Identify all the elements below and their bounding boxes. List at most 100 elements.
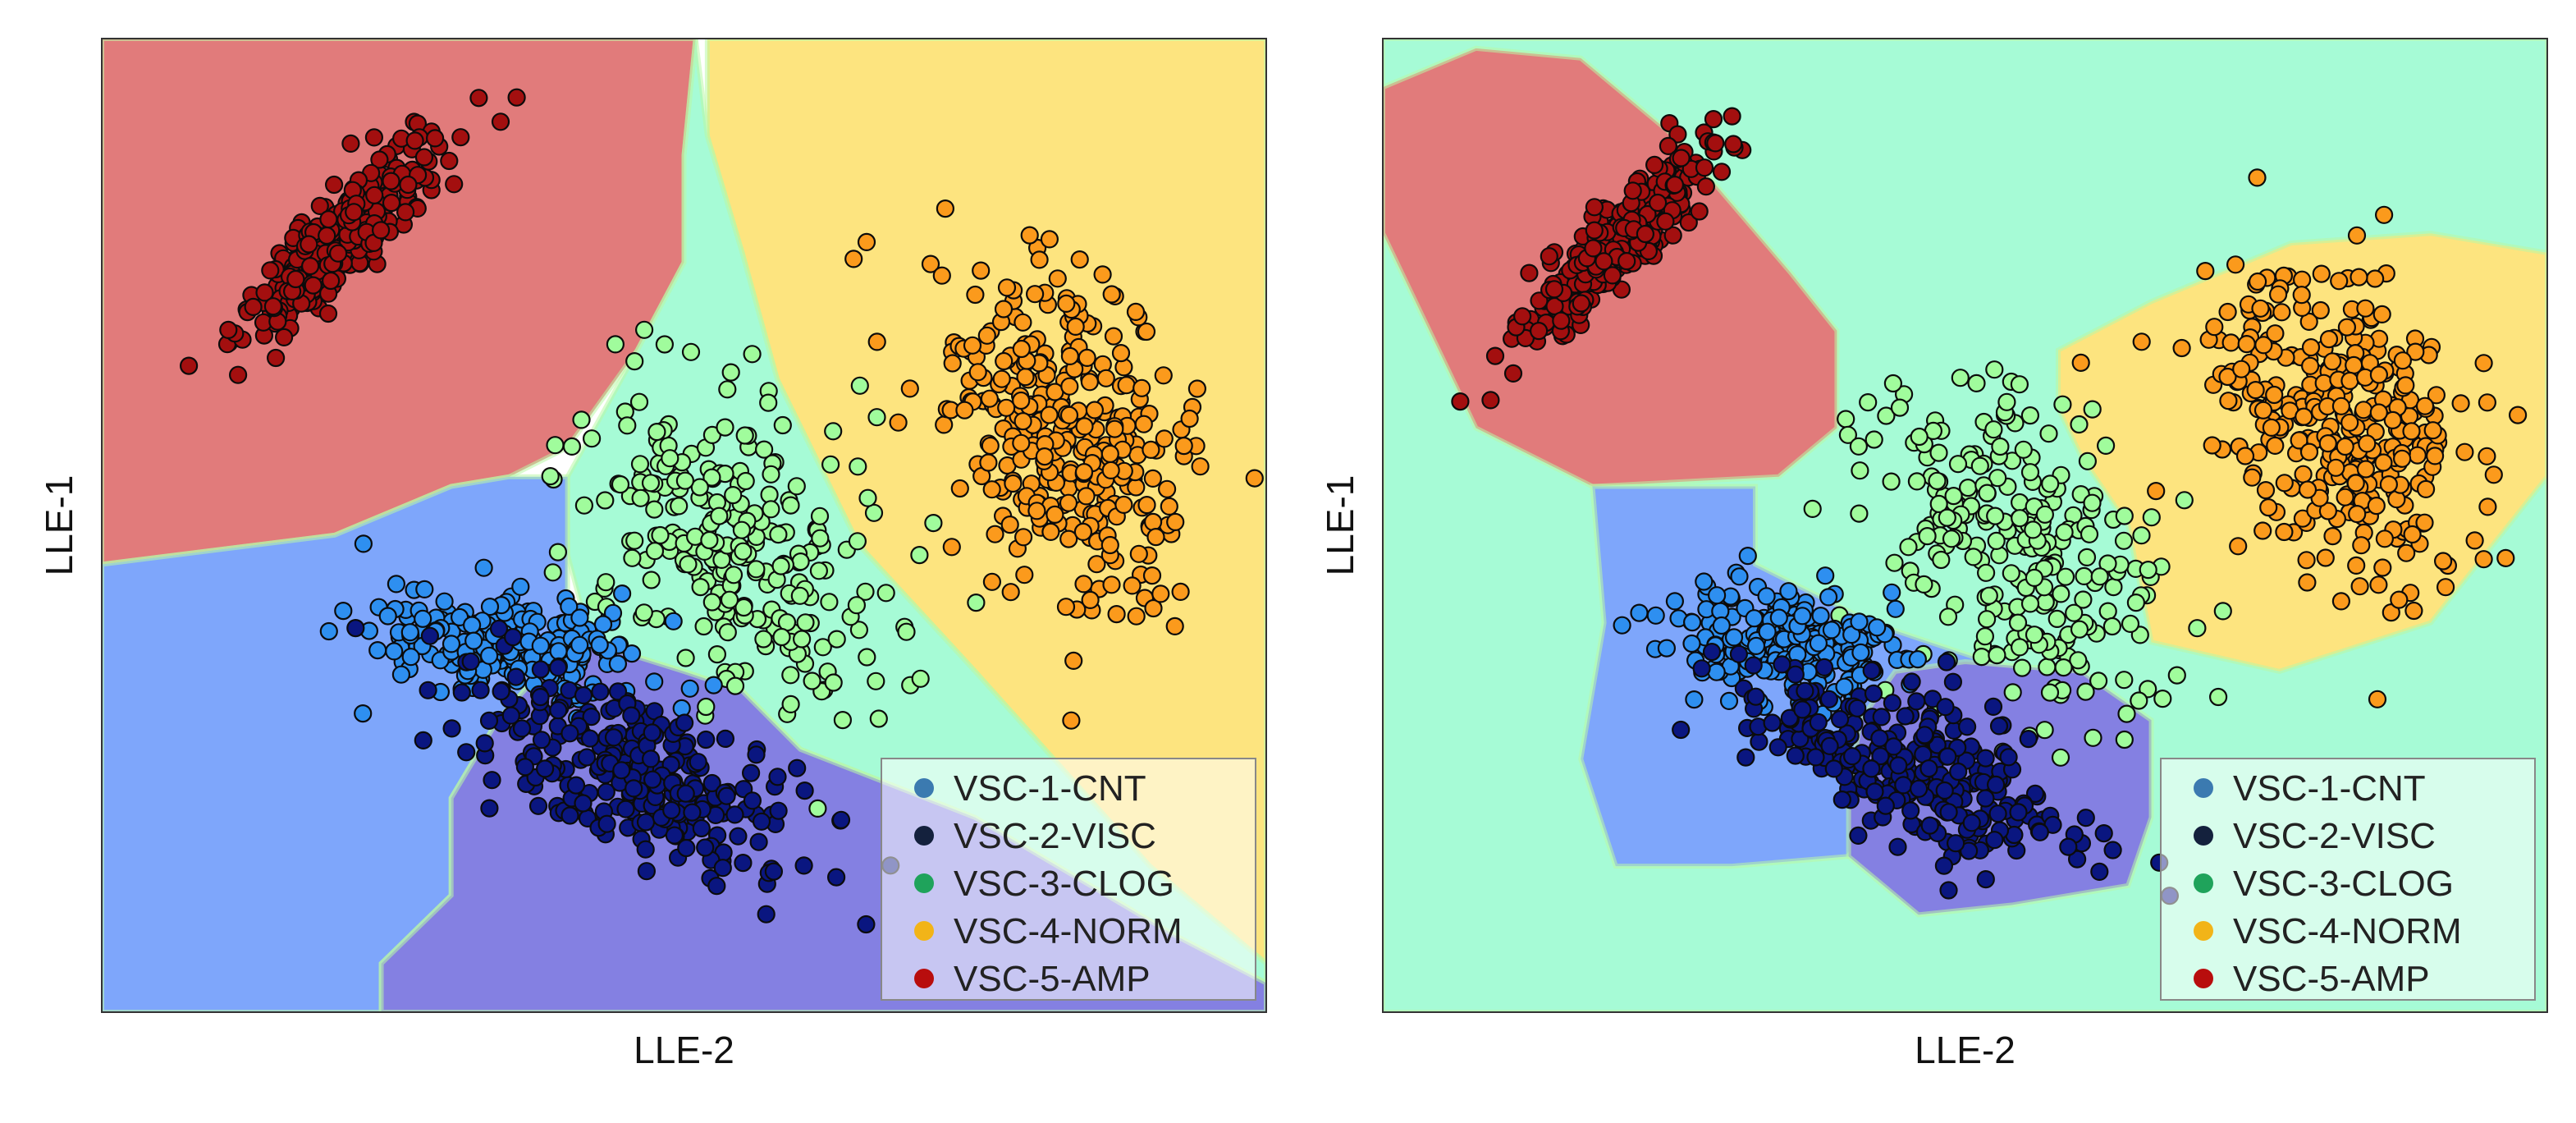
- point-norm: [1004, 474, 1023, 493]
- point-norm: [2375, 529, 2394, 548]
- point-visc: [713, 859, 732, 878]
- point-cnt: [1811, 606, 1830, 626]
- point-clog: [642, 571, 661, 589]
- point-clog: [670, 497, 689, 516]
- point-visc: [1947, 834, 1965, 853]
- point-amp: [318, 304, 338, 323]
- point-visc: [1949, 762, 1968, 782]
- point-norm: [1077, 487, 1096, 506]
- point-cnt: [1816, 566, 1835, 585]
- point-cnt: [1850, 612, 1869, 631]
- point-norm: [1001, 583, 1020, 602]
- point-amp: [1540, 247, 1558, 266]
- point-clog: [781, 694, 800, 714]
- point-norm: [2402, 422, 2421, 441]
- point-norm: [2221, 333, 2240, 352]
- point-clog: [2039, 424, 2058, 443]
- point-cnt: [1779, 582, 1798, 601]
- point-norm: [1157, 479, 1177, 498]
- point-norm: [992, 369, 1011, 388]
- point-cnt: [1822, 621, 1841, 639]
- point-norm: [1245, 469, 1264, 488]
- point-norm: [2336, 488, 2354, 506]
- point-visc: [471, 681, 490, 699]
- point-norm: [1064, 651, 1083, 671]
- point-norm: [2205, 318, 2224, 337]
- point-amp: [255, 283, 274, 302]
- point-norm: [1155, 429, 1174, 448]
- point-visc: [757, 905, 776, 924]
- point-clog: [771, 557, 790, 575]
- point-amp: [364, 128, 383, 147]
- point-norm: [986, 525, 1004, 543]
- point-visc: [1989, 717, 2009, 736]
- point-clog: [1991, 437, 2010, 456]
- point-cnt: [385, 642, 404, 661]
- point-norm: [1073, 522, 1093, 542]
- point-visc: [1919, 759, 1938, 778]
- point-amp: [1603, 266, 1622, 285]
- point-visc: [2076, 809, 2095, 827]
- point-cnt: [612, 584, 632, 603]
- point-cnt: [1868, 618, 1887, 637]
- point-visc: [1983, 697, 2003, 717]
- point-visc: [857, 914, 876, 934]
- point-cnt: [1708, 586, 1727, 605]
- point-visc: [1962, 814, 1981, 832]
- point-clog: [2038, 658, 2057, 676]
- point-cnt: [570, 635, 589, 654]
- point-amp: [1585, 221, 1604, 240]
- point-visc: [1985, 831, 2004, 850]
- point-clog: [2139, 560, 2157, 580]
- point-visc: [795, 781, 814, 800]
- legend-marker-amp: [914, 969, 934, 988]
- point-cnt: [1657, 639, 1677, 658]
- point-cnt: [645, 672, 664, 691]
- x-axis-label: LLE-2: [1915, 1029, 2016, 1071]
- point-clog: [824, 422, 843, 441]
- point-visc: [597, 782, 615, 801]
- point-clog: [1899, 538, 1918, 557]
- point-amp: [1552, 311, 1571, 330]
- point-clog: [1838, 425, 1857, 444]
- point-norm: [1117, 376, 1136, 395]
- point-cnt: [1613, 616, 1631, 635]
- point-cnt: [672, 699, 691, 718]
- point-norm: [2292, 286, 2311, 305]
- point-clog: [641, 474, 661, 493]
- point-clog: [2078, 451, 2097, 470]
- point-amp: [310, 196, 329, 215]
- legend-box: [2160, 758, 2536, 1001]
- point-norm: [1060, 377, 1079, 396]
- point-visc: [1888, 837, 1907, 856]
- point-norm: [2373, 558, 2392, 577]
- point-clog: [2014, 440, 2033, 459]
- point-norm: [2383, 410, 2402, 429]
- point-clog: [2069, 651, 2088, 670]
- point-clog: [2115, 506, 2134, 525]
- point-norm: [2427, 386, 2446, 405]
- point-norm: [1102, 285, 1121, 304]
- point-norm: [1066, 317, 1085, 336]
- point-visc: [831, 810, 851, 829]
- point-norm: [1174, 436, 1193, 456]
- point-norm: [1012, 391, 1031, 410]
- point-cnt: [1758, 622, 1777, 641]
- point-amp: [372, 221, 391, 240]
- point-cnt: [1886, 599, 1905, 618]
- point-clog: [1970, 456, 1989, 475]
- point-norm: [2426, 447, 2445, 465]
- point-norm: [2219, 392, 2238, 410]
- point-norm: [2196, 262, 2215, 281]
- point-visc: [729, 827, 748, 846]
- point-visc: [506, 667, 525, 686]
- point-visc: [1958, 717, 1977, 736]
- point-visc: [1988, 804, 2007, 823]
- point-clog: [2130, 691, 2148, 710]
- point-visc: [1746, 687, 1765, 706]
- point-visc: [528, 796, 548, 815]
- point-clog: [702, 593, 721, 612]
- point-clog: [2036, 593, 2055, 612]
- point-norm: [889, 413, 908, 432]
